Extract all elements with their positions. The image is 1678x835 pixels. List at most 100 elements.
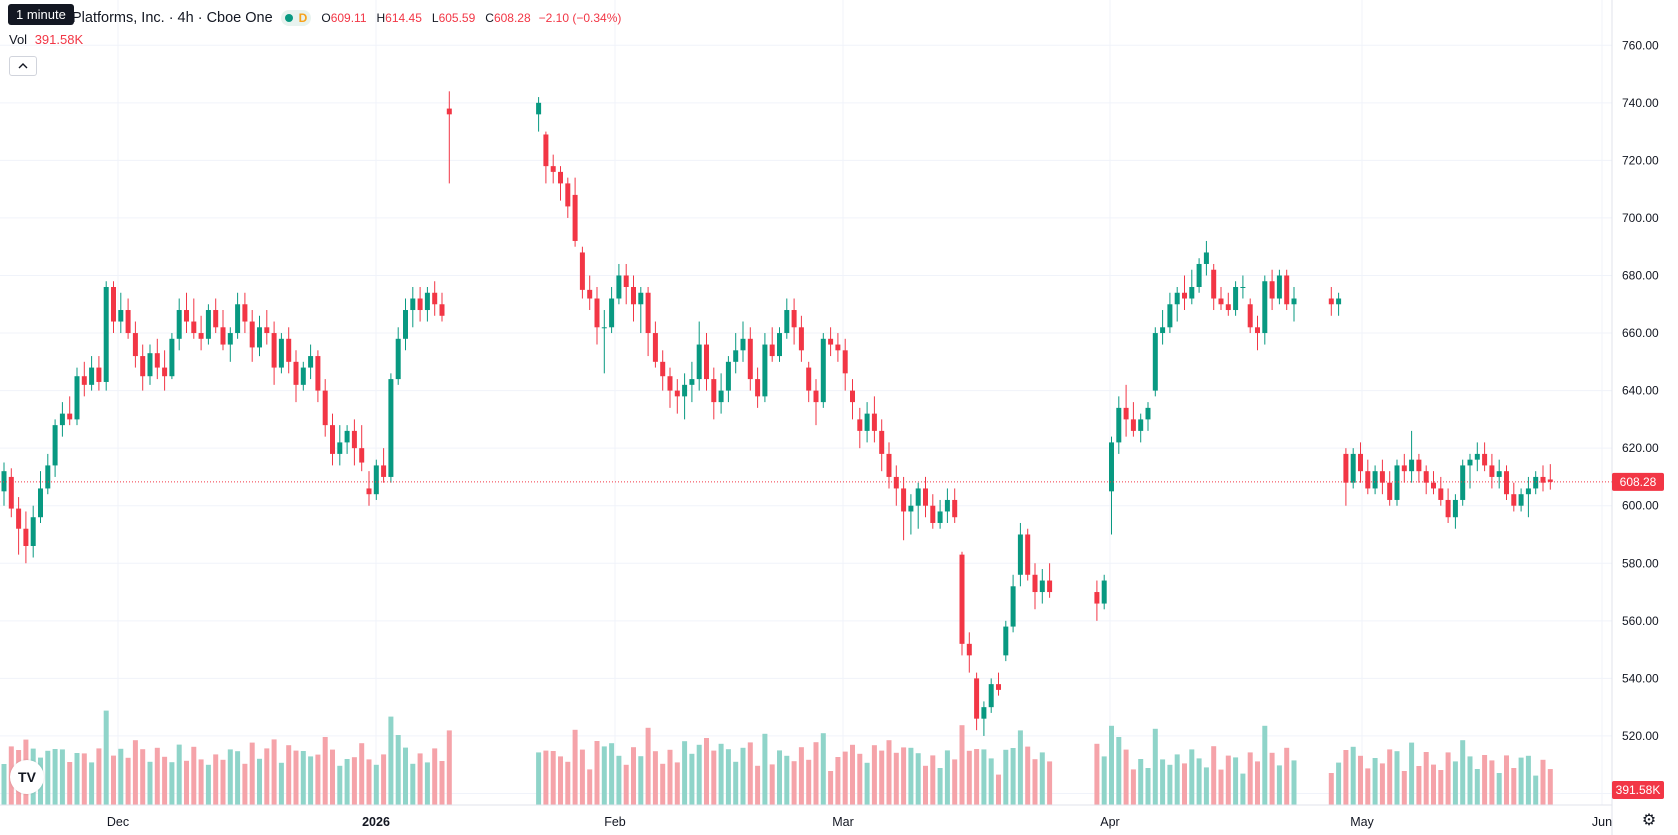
volume-bar	[1203, 767, 1209, 805]
collapse-legend-button[interactable]	[9, 56, 37, 76]
candle-body	[1039, 580, 1045, 593]
candle-body	[1336, 298, 1342, 305]
candle-body	[257, 327, 262, 348]
candle-body	[550, 166, 556, 172]
volume-bar	[424, 762, 430, 805]
volume-bar	[1138, 759, 1144, 805]
volume-bar	[1262, 725, 1268, 805]
candle-body	[439, 304, 445, 316]
candle-body	[1401, 465, 1407, 472]
volume-bar	[1328, 773, 1334, 805]
volume-bar	[1452, 761, 1458, 805]
candle-body	[769, 344, 775, 357]
volume-bar	[1438, 770, 1444, 805]
candle-body	[403, 310, 408, 339]
price-tick-label: 700.00	[1622, 211, 1659, 225]
candle-body	[755, 379, 761, 397]
volume-bar	[601, 746, 607, 805]
volume-bar	[249, 742, 255, 805]
candle-body	[410, 298, 416, 311]
candle-body	[424, 292, 430, 311]
open-value: 609.11	[330, 11, 367, 25]
candle-body	[1533, 476, 1539, 489]
candle-body	[111, 287, 116, 322]
volume-bar	[1284, 747, 1290, 805]
candle-body	[558, 171, 563, 184]
candle-body	[74, 376, 80, 420]
volume-bar	[594, 741, 600, 805]
volume-bar	[308, 756, 314, 805]
candle-body	[623, 275, 629, 287]
candle-body	[16, 508, 22, 529]
candle-body	[395, 338, 401, 380]
volume-bar	[213, 754, 219, 805]
symbol-legend: Platforms, Inc. · 4h · Cboe One D O 609.1…	[0, 8, 621, 28]
candle-body	[682, 384, 688, 397]
candle-body	[908, 505, 914, 512]
gear-icon[interactable]: ⚙	[1641, 812, 1657, 829]
candle-body	[154, 353, 160, 368]
volume-bar	[674, 762, 680, 805]
price-tick-label: 660.00	[1622, 326, 1659, 340]
volume-bar	[740, 747, 746, 805]
candle-body	[1387, 482, 1393, 500]
candle-body	[609, 298, 615, 328]
volume-bar	[337, 765, 343, 805]
candle-body	[733, 350, 739, 362]
volume-bar	[264, 748, 270, 805]
candle-body	[89, 367, 95, 385]
candle-body	[1372, 471, 1378, 489]
volume-bar	[609, 743, 615, 805]
candle-body	[198, 333, 204, 339]
market-status[interactable]: D	[280, 10, 312, 26]
candle-body	[806, 367, 812, 391]
volume-bar	[1003, 749, 1009, 805]
price-tick-label: 720.00	[1622, 153, 1659, 167]
tradingview-logo-icon[interactable]: TV	[10, 760, 44, 794]
candle-body	[587, 289, 593, 299]
candle-body	[242, 304, 248, 322]
volume-bar	[257, 758, 262, 805]
candle-body	[373, 465, 379, 495]
volume-bar	[1358, 755, 1363, 805]
candle-body	[96, 367, 102, 382]
candle-body	[191, 321, 197, 334]
candle-body	[249, 321, 255, 348]
candle-body	[1504, 471, 1509, 495]
candle-body	[850, 390, 855, 403]
volume-bar	[432, 748, 438, 805]
candle-body	[330, 425, 335, 454]
candle-body	[220, 327, 226, 345]
volume-bar	[1504, 755, 1509, 805]
candle-body	[572, 194, 578, 241]
symbol-title[interactable]: Platforms, Inc. · 4h · Cboe One	[72, 10, 273, 26]
candle-body	[1025, 534, 1031, 575]
candle-body	[1116, 407, 1122, 443]
high-key: H	[376, 11, 386, 25]
candle-body	[704, 344, 709, 380]
volume-bar	[944, 750, 950, 805]
candle-body	[667, 376, 673, 391]
volume-bar	[769, 764, 775, 805]
candle-body	[616, 275, 622, 299]
candle-body	[828, 338, 834, 345]
candle-body	[842, 350, 848, 374]
volume-bar	[543, 750, 549, 805]
volume-bar	[798, 747, 804, 805]
volume-bar	[359, 743, 365, 805]
volume-bar	[1467, 756, 1473, 805]
candle-body	[579, 252, 585, 290]
candle-body	[278, 338, 284, 368]
price-tick-label: 740.00	[1622, 96, 1659, 110]
volume-bar	[242, 763, 248, 805]
volume-bar	[1225, 755, 1231, 805]
candle-body	[1365, 471, 1371, 489]
volume-bar	[381, 754, 387, 805]
volume-bar	[89, 762, 95, 805]
volume-bar	[645, 727, 651, 805]
volume-bar	[439, 761, 445, 805]
volume-bar	[351, 757, 357, 805]
volume-bar	[1116, 737, 1122, 805]
candle-body	[1182, 292, 1187, 299]
